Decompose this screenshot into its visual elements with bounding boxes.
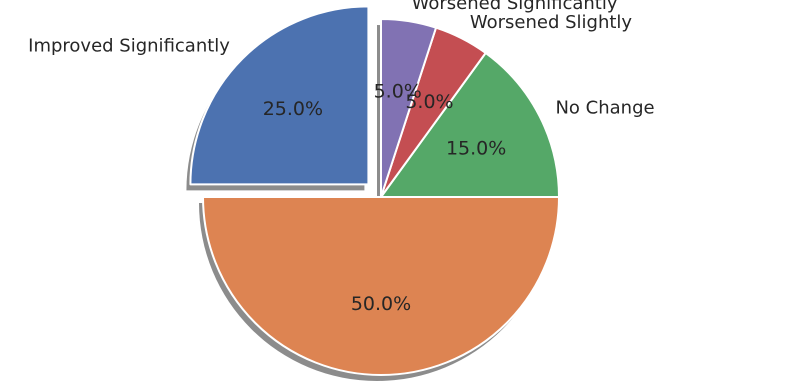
pie-category-label-no-change: No Change	[555, 98, 654, 119]
pie-slice-worsened-significantly	[380, 18, 438, 198]
pie-category-label-worsened-significantly: Worsened Significantly	[412, 0, 618, 14]
pie-percent-label-worsened-significantly: 5.0%	[374, 81, 422, 103]
pie-category-label-improved-significantly: Improved Significantly	[28, 35, 230, 56]
pie-percent-label-improved-slightly: 50.0%	[351, 293, 411, 315]
pie-slice-improved-slightly	[202, 196, 560, 376]
pie-slice-improved-significantly	[189, 5, 370, 186]
pie-labels: 25.0%Improved Significantly50.0%Improved…	[28, 0, 654, 386]
pie-category-label-worsened-slightly: Worsened Slightly	[470, 12, 633, 33]
pie-slices	[189, 5, 560, 376]
pie-percent-label-improved-significantly: 25.0%	[263, 98, 323, 120]
pie-percent-label-worsened-slightly: 5.0%	[405, 91, 453, 113]
pie-percent-label-no-change: 15.0%	[446, 138, 506, 160]
pie-slice-no-change	[380, 51, 560, 198]
